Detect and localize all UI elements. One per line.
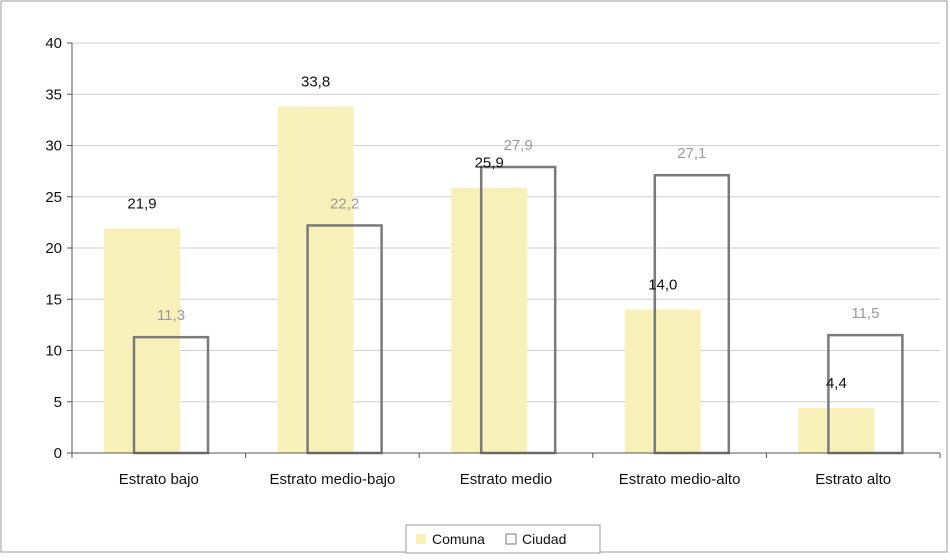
bar-comuna <box>451 187 528 453</box>
y-tick-label: 30 <box>45 138 62 155</box>
legend-swatch-comuna <box>416 534 426 544</box>
x-tick-label: Estrato medio-alto <box>619 471 741 488</box>
data-label-ciudad: 22,2 <box>330 195 359 212</box>
legend-swatch-ciudad <box>505 533 517 545</box>
x-tick-label: Estrato alto <box>815 471 891 488</box>
bar-comuna <box>798 407 875 453</box>
data-label-comuna: 21,9 <box>127 196 156 213</box>
data-label-ciudad: 11,5 <box>851 305 879 322</box>
axes: 0 5 10 15 20 25 30 35 40 Estrato bajo Estrato medi… <box>45 35 941 488</box>
y-tick-label: 15 <box>45 291 62 308</box>
data-label-comuna: 4,4 <box>826 375 847 392</box>
data-label-comuna: 25,9 <box>475 155 504 172</box>
y-tick-label: 25 <box>45 189 62 206</box>
legend-label-comuna: Comuna <box>432 531 485 547</box>
bars <box>104 106 904 455</box>
legend-label-ciudad: Ciudad <box>522 531 566 547</box>
x-tick-label: Estrato bajo <box>119 471 199 488</box>
data-labels: 21,9 11,3 33,8 22,2 25,927,9 14,0 27,1 4,4 11,5 <box>127 74 879 392</box>
bar-comuna <box>277 106 354 454</box>
y-tick-label: 40 <box>45 35 62 52</box>
bar-comuna <box>624 309 701 453</box>
bar-comuna <box>104 228 180 453</box>
legend: Comuna Ciudad <box>405 524 601 554</box>
y-tick-label: 35 <box>45 86 62 103</box>
x-tick-label: Estrato medio <box>460 471 553 488</box>
y-tick-label: 10 <box>45 343 62 360</box>
y-tick-label: 5 <box>54 394 62 411</box>
y-tick-label: 0 <box>54 445 62 462</box>
data-label-ciudad: 27,9 <box>504 137 533 154</box>
x-tick-label: Estrato medio-bajo <box>269 471 395 488</box>
y-tick-label: 20 <box>45 240 62 257</box>
legend-box <box>405 524 601 554</box>
data-label-comuna: 33,8 <box>301 74 330 91</box>
data-label-comuna: 14,0 <box>648 277 677 294</box>
data-label-ciudad: 11,3 <box>157 307 185 324</box>
data-label-ciudad: 27,1 <box>677 145 706 162</box>
